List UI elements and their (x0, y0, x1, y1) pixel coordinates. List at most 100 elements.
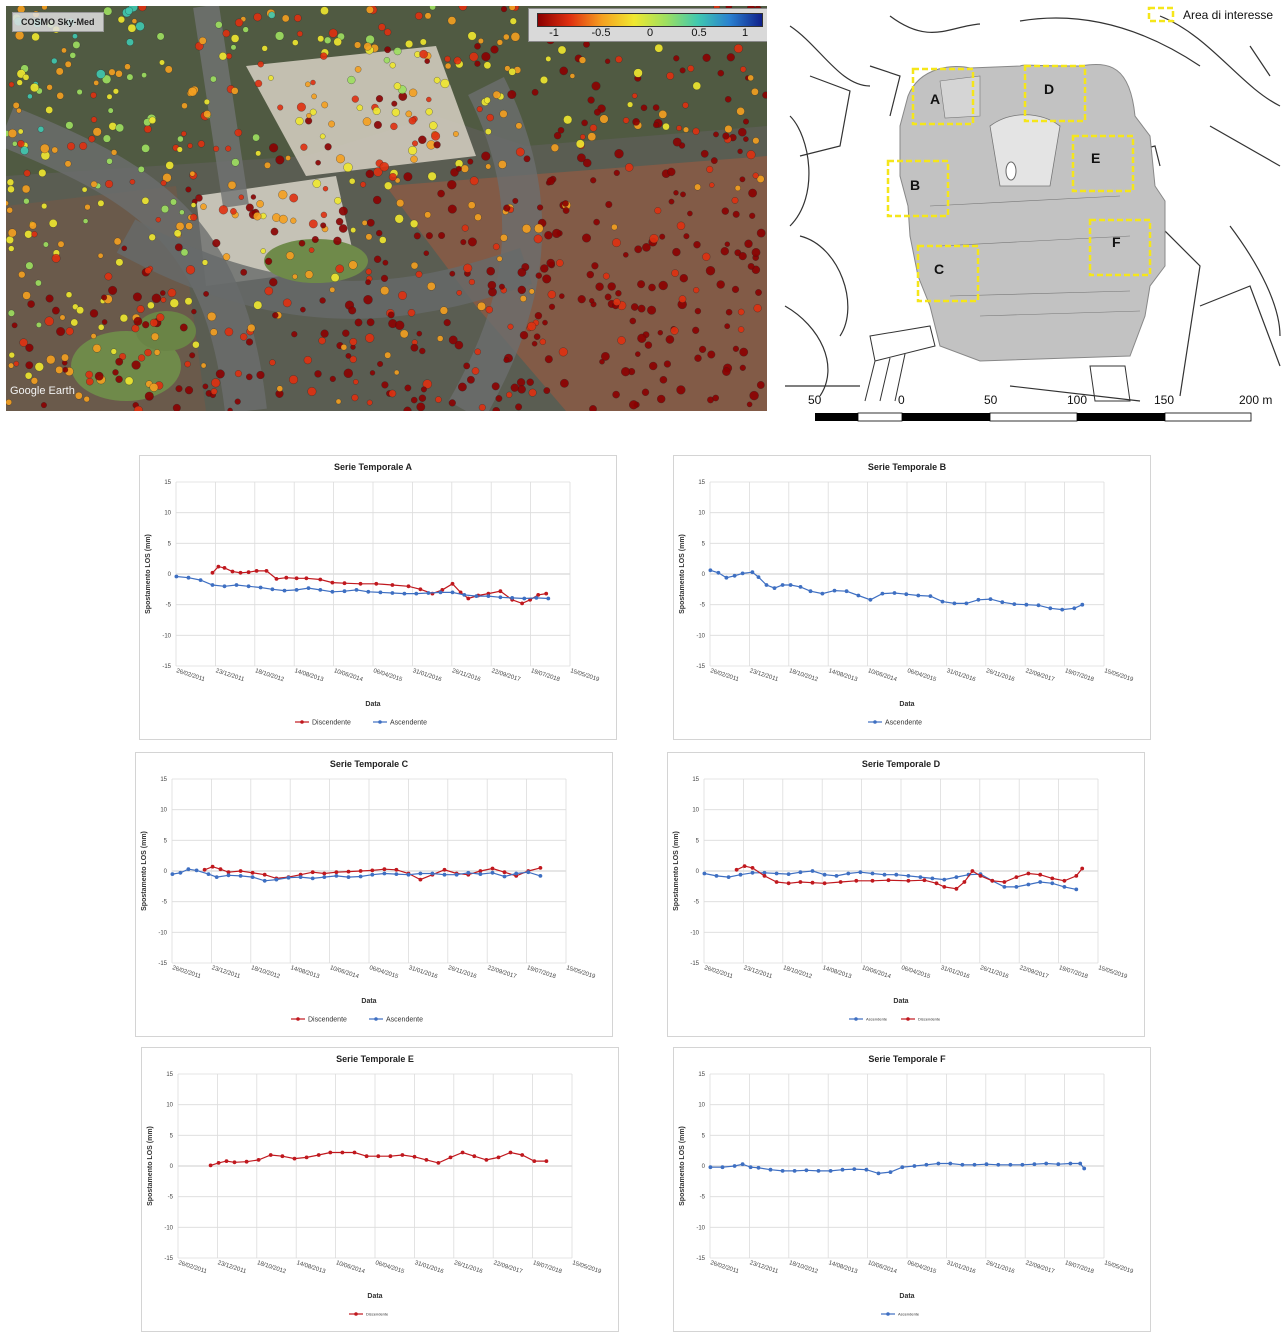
ps-point (222, 253, 231, 261)
x-tick-label: 19/07/2018 (532, 1260, 563, 1275)
ps-point (231, 87, 239, 95)
data-point (786, 872, 791, 876)
data-point (222, 584, 227, 589)
ps-point (103, 6, 113, 16)
ps-point (515, 403, 523, 411)
ps-point (672, 137, 682, 147)
ps-point (456, 290, 462, 296)
ps-point (141, 72, 147, 78)
chart-serie-c: Serie Temporale C 15 10 5 0 -5 -10 -15 26/02/201… (135, 752, 613, 1037)
data-point (286, 875, 291, 880)
data-point (238, 869, 243, 873)
x-tick-label: 26/02/2011 (709, 1260, 740, 1275)
ps-point (460, 239, 467, 246)
ps-point (738, 252, 747, 261)
ps-point (7, 309, 15, 317)
ps-point (676, 221, 686, 230)
data-point (1056, 1162, 1061, 1167)
ps-point (398, 291, 407, 300)
ps-point (169, 298, 179, 308)
ps-point (699, 345, 707, 353)
ps-point (546, 177, 555, 186)
data-point (1012, 602, 1017, 606)
data-point (1014, 885, 1019, 889)
ps-point (582, 158, 592, 168)
ps-point (256, 370, 265, 380)
data-point (858, 870, 863, 875)
ps-point (175, 385, 183, 393)
ps-point (637, 280, 646, 289)
data-point (1026, 871, 1031, 876)
ps-point (649, 234, 659, 244)
data-point (976, 597, 981, 602)
ps-point (330, 273, 340, 282)
data-point (330, 589, 335, 594)
ps-point (210, 328, 218, 336)
data-point (210, 864, 215, 869)
ps-point (190, 213, 198, 221)
data-point (304, 576, 309, 581)
ps-point (314, 370, 322, 378)
ps-point (343, 368, 353, 378)
time-series-chart: Serie Temporale B 15 10 5 0 -5 -10 -15 26/02/201… (679, 462, 1134, 727)
data-point (708, 1165, 713, 1170)
ps-point (492, 90, 501, 99)
series-line (212, 565, 547, 605)
ps-point (443, 319, 451, 327)
ps-point (537, 204, 544, 211)
data-point (1080, 866, 1085, 871)
ps-point (665, 335, 675, 344)
ps-point (191, 308, 197, 315)
ps-point (587, 132, 597, 141)
data-point (808, 589, 813, 594)
x-tick-label: 10/06/2014 (867, 668, 898, 683)
y-tick-label: 5 (702, 1133, 706, 1139)
ps-point (722, 367, 731, 376)
ps-point (148, 116, 157, 124)
x-axis-label: Data (365, 701, 380, 708)
data-point (390, 591, 395, 595)
x-tick-label: 22/09/2017 (493, 1260, 524, 1275)
ps-point (469, 176, 479, 186)
colorbar-tick: -0.5 (591, 27, 611, 39)
ps-point (90, 92, 97, 99)
data-point (334, 874, 339, 878)
data-point (762, 874, 767, 878)
series-line (176, 575, 549, 600)
ps-point (509, 17, 517, 25)
ps-point (683, 126, 689, 133)
ps-point (108, 285, 118, 295)
colorbar-tick: 0 (646, 27, 654, 39)
ps-point (419, 347, 426, 355)
x-tick-label: 15/05/2019 (571, 1260, 602, 1275)
ps-point (415, 12, 423, 20)
ps-point (319, 297, 326, 304)
ps-point (69, 52, 76, 59)
ps-point (261, 45, 268, 52)
y-tick-label: -10 (696, 1225, 705, 1231)
ps-point (678, 295, 687, 303)
ps-point (295, 117, 304, 126)
ps-point (580, 134, 586, 140)
data-point (358, 874, 363, 879)
data-point (888, 1170, 893, 1174)
ps-point (70, 318, 79, 327)
data-point (978, 874, 983, 878)
y-tick-label: 15 (692, 777, 699, 783)
ps-point (467, 375, 475, 384)
ps-point (354, 66, 362, 73)
ps-point (384, 351, 392, 359)
ps-point (296, 102, 306, 112)
ps-point (562, 207, 570, 214)
data-point (906, 878, 911, 883)
ps-point (487, 280, 497, 290)
data-point (406, 872, 411, 877)
ps-point (671, 269, 679, 277)
ps-point (174, 243, 183, 252)
ps-point (84, 204, 91, 211)
x-tick-label: 26/02/2011 (175, 668, 206, 683)
data-point (284, 575, 289, 580)
data-point (478, 872, 483, 876)
ps-point (349, 338, 358, 346)
ps-point (519, 295, 527, 302)
